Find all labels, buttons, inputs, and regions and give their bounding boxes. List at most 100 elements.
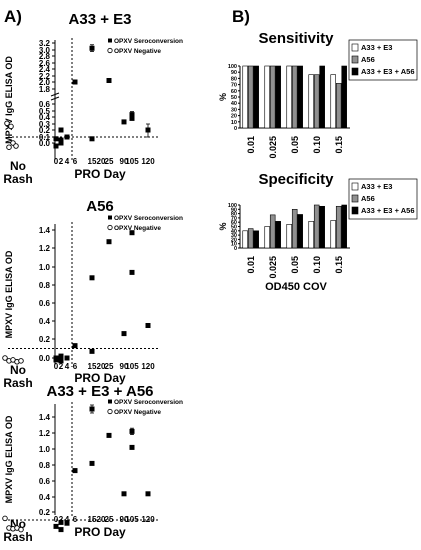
bar (313, 204, 320, 249)
legend-swatch (351, 182, 359, 191)
y-tick-label: 50 (231, 95, 237, 101)
data-point-seroconversion (72, 468, 78, 474)
legend: A33 + E3 A56 A33 + E3 + A56 (348, 178, 418, 220)
axis-break (50, 96, 60, 101)
y-tick-label: 1.4 (39, 413, 51, 422)
data-point-seroconversion (129, 112, 135, 118)
data-point-seroconversion (64, 355, 70, 361)
y-tick-label: 1.8 (39, 85, 51, 94)
legend-label: A33 + E3 (361, 182, 392, 191)
data-point-seroconversion (53, 357, 59, 363)
panel-b-label: B) (232, 7, 250, 26)
group-label: No (10, 363, 26, 377)
chart-title: A33 + E3 (69, 11, 132, 28)
legend: OPXV Seroconversion OPXV Negative (107, 215, 183, 232)
bar (341, 204, 347, 249)
bar (335, 205, 342, 249)
x-tick-label: 6 (73, 157, 78, 166)
y-tick-label: 20 (231, 114, 237, 120)
data-point-seroconversion (89, 275, 95, 281)
x-axis-label: PRO Day (74, 525, 126, 539)
data-point-seroconversion (129, 444, 135, 450)
y-tick-label: 0.0 (39, 354, 51, 363)
legend-label: OPXV Seroconversion (114, 399, 183, 406)
y-tick-label: 0.2 (39, 335, 51, 344)
x-tick-label: 105 (125, 515, 139, 524)
x-tick-label: 0.10 (312, 256, 322, 274)
bar (330, 220, 336, 249)
y-tick-label: 70 (231, 216, 237, 222)
data-point-seroconversion (72, 79, 78, 85)
x-tick-label: 6 (73, 362, 78, 371)
data-point-negative (6, 144, 12, 150)
y-tick-label: 10 (231, 120, 237, 126)
x-axis-label: PRO Day (74, 371, 126, 385)
x-tick-label: 25 (105, 157, 114, 166)
group-label: Rash (3, 376, 32, 390)
x-tick-label: 0 (54, 157, 59, 166)
data-point-seroconversion (121, 119, 127, 125)
x-tick-label: 25 (105, 515, 114, 524)
y-tick-label: 70 (231, 83, 237, 89)
bar (308, 221, 314, 249)
x-tick-label: 4 (65, 515, 70, 524)
x-tick-label: 25 (105, 362, 114, 371)
legend-label: OPXV Seroconversion (114, 38, 183, 45)
bar (247, 65, 254, 129)
data-point-seroconversion (129, 428, 135, 434)
legend: A33 + E3 A56 A33 + E3 + A56 (348, 39, 418, 81)
bar (253, 65, 259, 129)
legend-swatch (351, 194, 359, 203)
y-tick-label: 0 (234, 126, 237, 132)
y-tick-label: 1.0 (39, 263, 51, 272)
y-tick-label: 2.4 (39, 65, 51, 74)
x-tick-label: 90 (120, 157, 129, 166)
legend-marker-square (108, 215, 112, 220)
data-point-seroconversion (53, 143, 59, 149)
data-point-seroconversion (89, 45, 95, 51)
legend-label: OPXV Negative (114, 48, 161, 55)
x-tick-label: 20 (97, 362, 106, 371)
y-tick-label: 0.0 (39, 139, 51, 148)
data-point-seroconversion (106, 239, 112, 245)
y-tick-label: 3.2 (39, 39, 51, 48)
y-tick-label: 1.2 (39, 429, 51, 438)
bar (313, 74, 320, 129)
y-tick-label: 60 (231, 220, 237, 226)
group-label: No (10, 159, 26, 173)
data-point-negative (2, 515, 8, 522)
x-axis-label: OD450 COV (265, 281, 327, 293)
data-point-seroconversion (53, 136, 59, 142)
chart-title: Sensitivity (258, 30, 334, 47)
legend-marker-circle (107, 47, 113, 54)
x-tick-label: 120 (141, 515, 155, 524)
legend-box (348, 39, 418, 81)
y-tick-label: 0.4 (39, 113, 51, 122)
bar (335, 83, 342, 129)
y-tick-label: 1.0 (39, 445, 51, 454)
x-tick-label: 105 (125, 157, 139, 166)
bar (297, 65, 303, 129)
y-axis-label: MPXV IgG ELISA OD (4, 56, 14, 144)
y-tick-label: 30 (231, 233, 237, 239)
data-point-seroconversion (72, 343, 78, 349)
y-tick-label: 2.6 (39, 59, 51, 68)
x-tick-label: 0.15 (334, 256, 344, 274)
y-tick-label: 0.2 (39, 126, 51, 135)
bar (242, 65, 248, 129)
y-tick-label: 90 (231, 70, 237, 76)
y-tick-label: 3.0 (39, 46, 51, 55)
data-point-seroconversion (89, 348, 95, 354)
data-point-negative (18, 526, 24, 533)
legend-label: OPXV Negative (114, 409, 161, 416)
data-point-seroconversion (145, 323, 151, 328)
bar (275, 221, 281, 249)
bar (291, 65, 298, 129)
data-point-seroconversion (89, 406, 95, 412)
chart-a3: A33 + E3 + A56 MPXV IgG ELISA OD 0.2 0.4 0.6… (2, 383, 183, 544)
chart-title: A56 (86, 198, 114, 215)
bar (286, 65, 292, 129)
data-point-negative (8, 123, 14, 130)
